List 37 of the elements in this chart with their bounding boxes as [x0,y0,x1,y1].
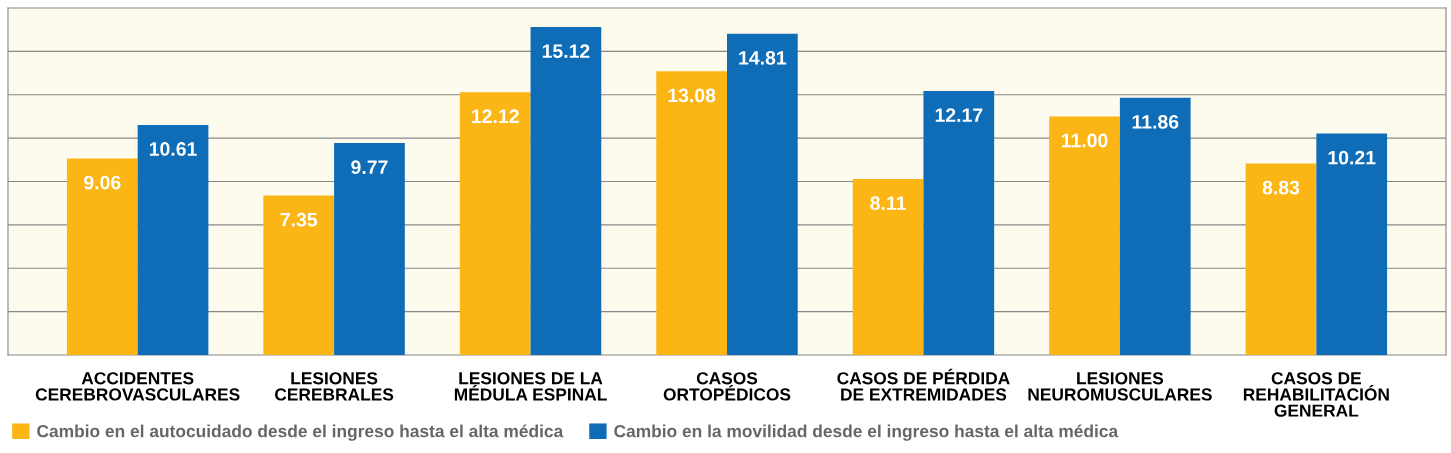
data-label: 12.17 [935,108,983,122]
data-label: 9.77 [351,160,388,175]
bar [727,33,798,355]
x-tick-label: CASOS DE PÉRDIDA DE EXTREMIDADES [837,368,1010,401]
bar [1245,163,1317,355]
legend-label: Cambio en la movilidad desde el ingreso hasta el alta médica [614,424,1119,441]
x-tick-label: LESIONES CEREBRALES [275,372,394,401]
data-label: 9.06 [84,175,121,190]
data-label: 14.81 [739,50,787,65]
x-tick-label: CASOS DE REHABILITACIÓN GENERAL [1243,372,1389,417]
bar [656,71,727,355]
bar [1119,97,1191,355]
data-label: 13.08 [668,88,716,103]
data-label: 8.11 [870,196,906,211]
bar [66,158,138,355]
bar [459,92,531,355]
data-label: 10.61 [149,142,197,156]
data-label: 10.21 [1328,150,1376,165]
data-label: 11.86 [1132,114,1179,129]
x-tick-label: ACCIDENTES CEREBROVASCULARES [35,372,240,401]
bar [852,179,924,355]
bar [263,195,335,355]
x-tick-label: LESIONES DE LA MÉDULA ESPINAL [454,372,607,401]
data-label: 15.12 [542,44,590,59]
bar [137,124,209,355]
bar [923,91,995,355]
legend-label: Cambio en el autocuidado desde el ingreso hasta el alta médica [37,424,564,441]
x-tick-label: LESIONES NEUROMUSCULARES [1028,372,1212,401]
data-label: 7.35 [280,212,318,227]
data-label: 8.83 [1262,180,1300,195]
x-tick-label: CASOS ORTOPÉDICOS [663,372,791,401]
bar [334,143,405,355]
data-label: 12.12 [472,109,519,123]
bar [530,27,602,355]
bar [1049,116,1120,355]
data-label: 11.00 [1061,133,1108,148]
bar [1316,133,1388,355]
